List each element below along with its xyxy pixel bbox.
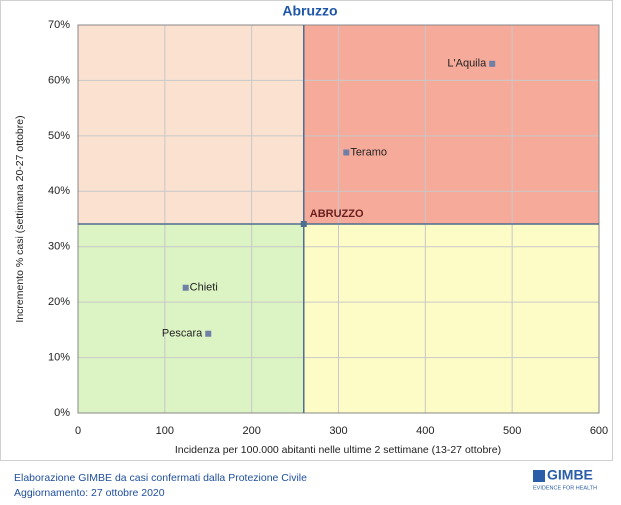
- data-point: [343, 149, 350, 156]
- logo: GIMBE: [547, 467, 593, 483]
- y-tick-label: 40%: [48, 185, 70, 197]
- quadrant-bottom-left: [78, 223, 304, 413]
- data-point: [182, 284, 189, 291]
- x-tick-label: 0: [75, 425, 81, 437]
- y-tick-label: 10%: [48, 351, 70, 363]
- y-tick-label: 30%: [48, 241, 70, 253]
- x-tick-label: 300: [329, 425, 347, 437]
- logo-icon: [533, 470, 545, 482]
- y-axis-label: Incremento % casi (settimana 20-27 ottob…: [14, 115, 26, 322]
- point-label: L'Aquila: [447, 58, 487, 70]
- x-tick-label: 100: [156, 425, 174, 437]
- point-label: Pescara: [162, 328, 203, 340]
- point-label: Chieti: [190, 282, 218, 294]
- y-tick-label: 70%: [48, 19, 70, 31]
- quadrant-top-left: [78, 25, 304, 224]
- x-axis-label: Incidenza per 100.000 abitanti nelle ult…: [175, 444, 501, 456]
- plot-border: [77, 24, 600, 414]
- data-point: [489, 60, 496, 67]
- footer-updated: Aggiornamento: 27 ottobre 2020: [14, 487, 165, 499]
- quadrant-bottom-right: [303, 223, 599, 413]
- x-tick-label: 600: [590, 425, 608, 437]
- x-tick-label: 200: [242, 425, 260, 437]
- reference-label: ABRUZZO: [310, 208, 364, 220]
- data-point: [205, 330, 212, 337]
- y-tick-label: 20%: [48, 296, 70, 308]
- quadrant-top-right: [303, 25, 599, 224]
- y-tick-label: 60%: [48, 74, 70, 86]
- footer-source: Elaborazione GIMBE da casi confermati da…: [14, 472, 307, 484]
- logo-tagline: EVIDENCE FOR HEALTH: [533, 485, 597, 491]
- point-label: Teramo: [350, 146, 387, 158]
- chart-frame: [0, 0, 613, 461]
- x-tick-label: 500: [503, 425, 521, 437]
- y-tick-label: 0%: [54, 407, 70, 419]
- x-tick-label: 400: [416, 425, 434, 437]
- chart-title: Abruzzo: [282, 3, 337, 19]
- y-tick-label: 50%: [48, 130, 70, 142]
- reference-point: [300, 220, 307, 227]
